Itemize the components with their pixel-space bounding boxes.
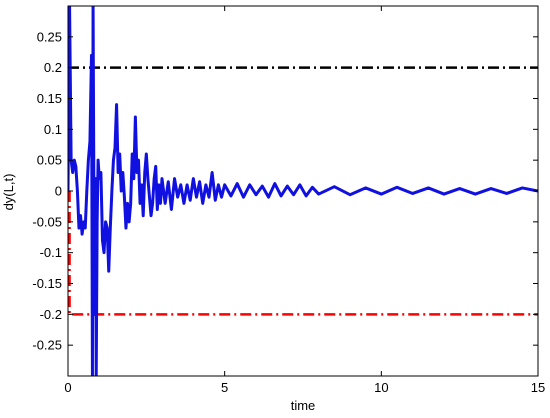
axes-layer: 0 5 10 15 -0.25 -0.2 -0.15 -0.1 -0.05 0 0.05 0.1 0.1… (32, 5, 545, 395)
x-tick-label: 0 (64, 380, 71, 395)
x-tick-label: 10 (374, 380, 388, 395)
y-tick-label: 0.2 (44, 60, 62, 75)
response-curve (68, 6, 538, 376)
y-tick-label: -0.05 (32, 214, 62, 229)
x-axis-label: time (291, 398, 316, 413)
y-tick-label: 0.1 (44, 122, 62, 137)
x-tick-label: 15 (531, 380, 545, 395)
y-tick-label: 0.25 (37, 29, 62, 44)
y-tick-label: 0.05 (37, 153, 62, 168)
y-tick-label: 0.15 (37, 91, 62, 106)
y-tick-label: -0.25 (32, 338, 62, 353)
y-tick-label: -0.15 (32, 276, 62, 291)
y-axis-label: dy(L,t) (1, 174, 16, 211)
y-tick-label: -0.1 (40, 245, 62, 260)
series-layer (68, 6, 538, 376)
y-tick-label: 0 (55, 184, 62, 199)
x-tick-label: 5 (221, 380, 228, 395)
y-tick-label: -0.2 (40, 307, 62, 322)
lower-bound-line (68, 191, 538, 316)
